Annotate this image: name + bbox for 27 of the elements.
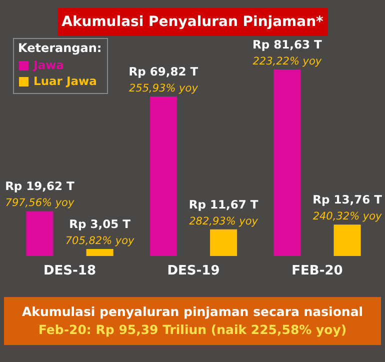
- chart-title: Akumulasi Penyaluran Pinjaman*: [58, 8, 328, 36]
- data-label: Rp 11,67 T: [188, 197, 258, 212]
- annotation: 705,82% yoy: [65, 235, 136, 248]
- bar: [86, 249, 114, 256]
- x-tick-label: DES-18: [44, 264, 96, 278]
- data-label: Rp 19,62 T: [5, 179, 75, 194]
- x-tick-label: FEB-20: [292, 264, 343, 278]
- bar: [210, 229, 238, 256]
- legend-title: Keterangan:: [18, 41, 102, 55]
- annotation: 282,93% yoy: [189, 215, 259, 228]
- data-label: Rp 81,63 T: [252, 38, 322, 52]
- annotation: 255,93% yoy: [129, 82, 199, 95]
- data-label: Rp 13,76 T: [312, 192, 382, 207]
- legend-label: Jawa: [32, 58, 64, 72]
- bar: [150, 96, 177, 256]
- bar: [274, 70, 301, 256]
- legend-label: Luar Jawa: [34, 74, 97, 88]
- data-label: Rp 3,05 T: [69, 217, 131, 232]
- x-tick-label: DES-19: [167, 264, 220, 278]
- data-label: Rp 69,82 T: [128, 64, 198, 79]
- bar: [26, 211, 54, 256]
- text: Akumulasi penyaluran pinjaman secara nasional: [20, 303, 364, 321]
- bar: [334, 224, 361, 256]
- annotation: 240,32% yoy: [312, 210, 383, 223]
- annotation: 797,56% yoy: [5, 197, 75, 210]
- text: Feb-20: Rp 95,39 Triliun (naik 225,58% yoy): [37, 321, 348, 339]
- text: 223,22% yoy: [252, 56, 322, 68]
